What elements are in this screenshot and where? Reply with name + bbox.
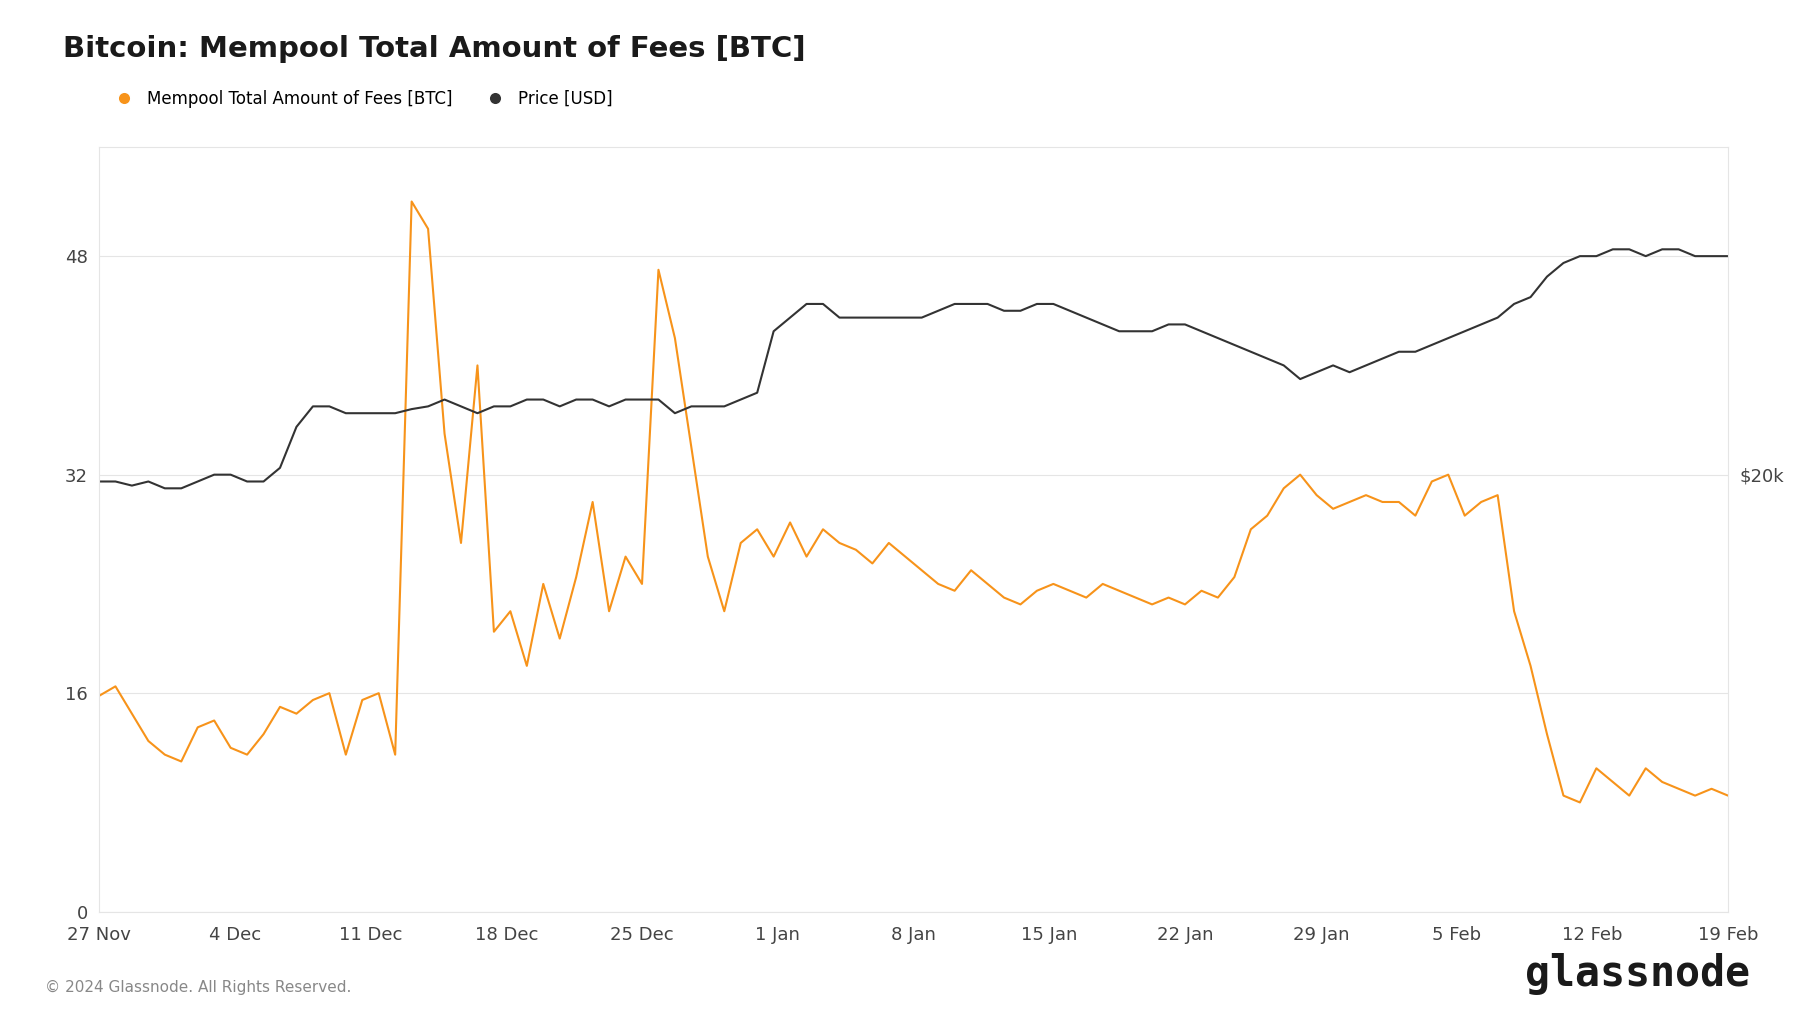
Text: glassnode: glassnode xyxy=(1525,953,1750,995)
Text: Bitcoin: Mempool Total Amount of Fees [BTC]: Bitcoin: Mempool Total Amount of Fees [B… xyxy=(63,35,806,64)
Text: © 2024 Glassnode. All Rights Reserved.: © 2024 Glassnode. All Rights Reserved. xyxy=(45,980,351,995)
Legend: Mempool Total Amount of Fees [BTC], Price [USD]: Mempool Total Amount of Fees [BTC], Pric… xyxy=(108,90,612,108)
